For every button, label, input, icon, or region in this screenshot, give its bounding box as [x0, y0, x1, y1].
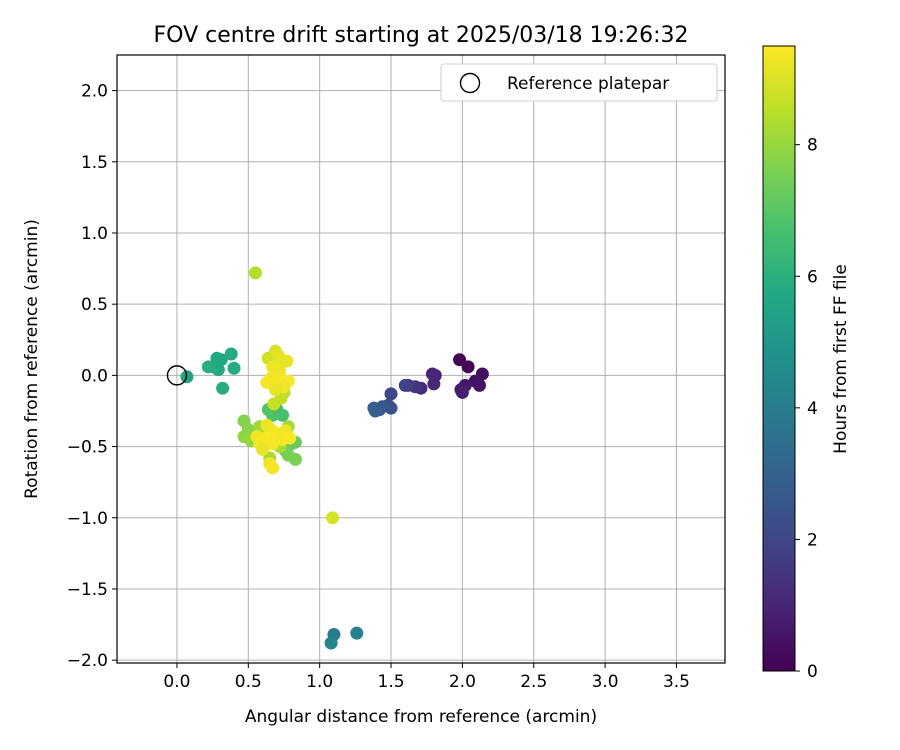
colorbar: 0 2 4 6 8 Hours from first FF file [762, 45, 851, 682]
data-point [398, 378, 412, 392]
data-point [280, 354, 294, 368]
data-point [227, 361, 241, 375]
legend-box [440, 63, 718, 102]
data-point [260, 418, 274, 432]
data-point [201, 360, 215, 374]
y-tick-label: 0.5 [81, 295, 108, 315]
data-point [455, 385, 469, 399]
y-tick-label: −2.0 [67, 651, 108, 671]
colorbar-tick-label: 0 [807, 662, 818, 682]
data-point [268, 383, 282, 397]
colorbar-tick-label: 2 [807, 530, 818, 550]
y-tick-label: 0.0 [81, 366, 108, 386]
y-axis-label: Rotation from reference (arcmin) [22, 219, 42, 499]
data-point [224, 347, 238, 361]
colorbar-tick-label: 6 [807, 267, 818, 287]
data-point [273, 364, 287, 378]
colorbar-tick-label: 8 [807, 136, 818, 156]
legend-reference-label: Reference platepar [507, 74, 669, 94]
data-point [260, 375, 274, 389]
x-tick-label: 1.5 [378, 672, 405, 692]
y-tick-label: −1.5 [67, 580, 108, 600]
legend: Reference platepar [440, 63, 718, 102]
y-axis-ticks: 2.0 1.5 1.0 0.5 0.0 −0.5 −1.0 −1.5 −2.0 [67, 82, 117, 671]
plot-frame [116, 54, 726, 664]
data-point [384, 387, 398, 401]
x-axis-label: Angular distance from reference (arcmin) [245, 707, 597, 727]
x-tick-label: 2.5 [520, 672, 547, 692]
data-point [266, 461, 280, 475]
data-point [214, 353, 228, 367]
x-tick-label: 2.0 [449, 672, 476, 692]
x-tick-label: 1.0 [306, 672, 333, 692]
data-point [266, 437, 280, 451]
data-point [283, 431, 297, 445]
legend-reference-marker [459, 72, 481, 94]
colorbar-tick-label: 4 [807, 399, 818, 419]
data-point [368, 404, 382, 418]
y-tick-label: −0.5 [67, 438, 108, 458]
colorbar-ticks: 0 2 4 6 8 [795, 136, 818, 682]
x-axis-ticks: 0.0 0.5 1.0 1.5 2.0 2.5 3.0 3.5 [163, 663, 690, 692]
data-point [216, 381, 230, 395]
colorbar-gradient [762, 45, 796, 672]
data-point [453, 353, 467, 367]
y-tick-label: 1.0 [81, 224, 108, 244]
data-point [288, 452, 302, 466]
data-point [425, 367, 439, 381]
x-tick-label: 0.0 [163, 672, 190, 692]
data-point [326, 511, 340, 525]
data-point [461, 360, 475, 374]
colorbar-label: Hours from first FF file [831, 264, 851, 454]
y-tick-label: 2.0 [81, 82, 108, 102]
x-tick-label: 0.5 [235, 672, 262, 692]
data-point [350, 626, 364, 640]
data-points [180, 266, 489, 650]
x-tick-label: 3.0 [592, 672, 619, 692]
data-point [473, 378, 487, 392]
data-point [324, 636, 338, 650]
data-point [427, 377, 441, 391]
reference-marker [166, 365, 188, 386]
data-point [256, 442, 270, 456]
chart-title: FOV centre drift starting at 2025/03/18 … [154, 23, 689, 48]
y-tick-label: −1.0 [67, 509, 108, 529]
data-point [276, 408, 290, 422]
reference-point [166, 365, 188, 386]
data-point [211, 363, 225, 377]
data-point [267, 397, 281, 411]
grid [117, 55, 725, 663]
y-tick-label: 1.5 [81, 153, 108, 173]
data-point [248, 266, 262, 280]
x-tick-label: 3.5 [663, 672, 690, 692]
